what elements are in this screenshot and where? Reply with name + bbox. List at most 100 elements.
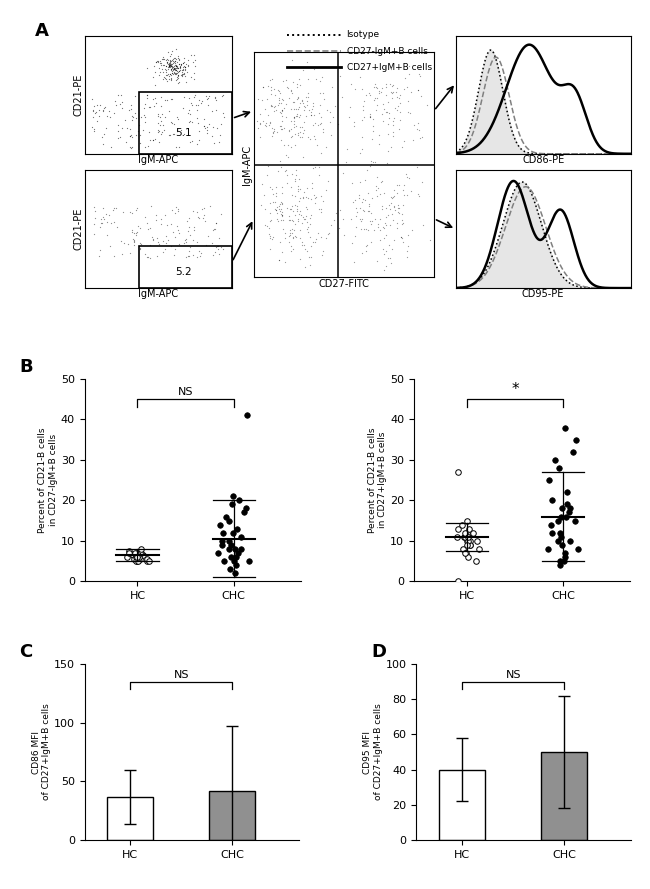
Point [372,80,383,94]
Point [176,58,187,72]
Point [155,126,166,140]
Point [465,538,475,552]
Point [284,124,294,138]
Point [127,222,137,236]
Point [184,115,194,129]
Text: 5.1: 5.1 [175,127,192,138]
Point [214,517,225,532]
Point [95,98,105,112]
Point [158,50,168,64]
Point [99,126,109,140]
Point [169,62,179,76]
Point [359,110,369,124]
Point [170,199,181,213]
Point [571,433,581,447]
Point [268,188,279,202]
Point [367,191,377,205]
Point [365,217,376,231]
Point [385,77,395,92]
Point [357,131,367,145]
Point [376,107,387,121]
Point [264,220,274,235]
Point [149,59,159,73]
Point [174,57,185,71]
Point [163,59,174,73]
Point [226,538,236,552]
Point [331,206,341,220]
Point [185,228,195,242]
Point [170,51,180,65]
Point [316,116,326,131]
Point [171,58,181,72]
Point [166,53,176,68]
Point [185,47,196,61]
Point [283,91,294,105]
Point [294,207,305,221]
Point [387,207,397,221]
Point [397,217,408,231]
Point [152,231,162,245]
Point [414,67,424,81]
Point [131,226,142,240]
Point [302,99,312,113]
Y-axis label: CD21-PE: CD21-PE [73,208,83,251]
Point [153,108,163,123]
Point [183,249,193,263]
Point [366,206,376,220]
Bar [439,770,485,840]
Point [379,262,389,276]
Text: CD27-IgM+B cells: CD27-IgM+B cells [346,46,428,55]
Point [145,238,155,252]
Point [257,92,267,107]
Point [351,208,361,222]
Point [387,86,397,100]
Point [462,538,472,552]
Point [281,80,292,94]
Point [204,116,214,131]
Point [293,109,304,124]
Point [166,217,176,231]
Point [287,129,298,143]
Point [213,239,223,253]
Point [286,140,296,154]
Point [300,100,311,115]
Point [459,530,469,544]
Point [293,102,304,116]
Point [309,116,320,131]
Point [172,72,183,86]
Point [278,74,288,88]
Point [382,156,392,171]
Point [170,60,181,74]
Point [276,119,286,133]
Point [99,212,109,227]
Point [187,98,198,112]
Point [192,204,202,219]
Point [187,133,197,148]
Point [216,117,226,132]
Point [365,87,375,101]
Point [303,225,313,239]
Point [140,109,150,124]
Point [557,538,567,552]
Point [388,190,398,204]
Point [311,71,321,85]
Point [358,99,368,113]
Point [202,92,212,106]
Point [293,183,304,197]
Point [154,236,164,251]
Point [210,221,220,236]
Point [169,55,179,69]
Point [365,107,375,121]
Point [553,514,564,528]
Point [273,98,283,112]
Point [273,214,283,228]
Point [360,88,370,102]
Point [161,65,172,79]
Point [565,501,575,516]
Point [172,109,182,124]
Point [298,191,309,205]
Point [383,208,393,222]
Point [289,111,300,125]
Point [293,91,304,105]
Point [384,144,394,158]
